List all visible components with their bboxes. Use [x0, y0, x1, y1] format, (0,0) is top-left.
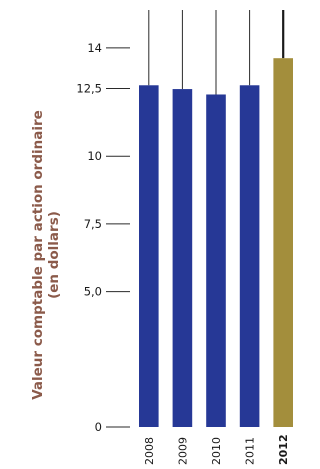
- bar: [206, 94, 226, 427]
- x-axis-labels: 2008 2009 2010 2011 2012: [143, 434, 290, 465]
- y-tick-label: 10: [87, 149, 102, 163]
- x-tick-label: 2010: [210, 437, 223, 465]
- y-tick-label: 12,5: [76, 82, 102, 96]
- x-tick-label: 2011: [244, 437, 257, 465]
- y-axis-label-line2: (en dollars): [46, 211, 62, 299]
- x-tick-label: 2009: [176, 437, 189, 465]
- y-axis-ticks: 0 5,0 7,5 10 12,5 14: [76, 41, 130, 434]
- bar: [239, 85, 260, 428]
- y-tick-label: 5,0: [84, 285, 102, 299]
- y-tick-label: 7,5: [84, 217, 102, 231]
- y-tick-label: 14: [87, 41, 102, 55]
- bars: [139, 10, 293, 428]
- bar: [139, 85, 159, 428]
- bar: [273, 58, 293, 427]
- x-tick-label: 2012: [277, 434, 290, 465]
- bar: [172, 89, 193, 427]
- y-axis-label-line1: Valeur comptable par action ordinaire: [30, 110, 46, 400]
- y-tick-label: 0: [95, 420, 102, 434]
- y-axis-label: Valeur comptable par action ordinaire (e…: [30, 110, 62, 400]
- x-tick-label: 2008: [143, 437, 156, 465]
